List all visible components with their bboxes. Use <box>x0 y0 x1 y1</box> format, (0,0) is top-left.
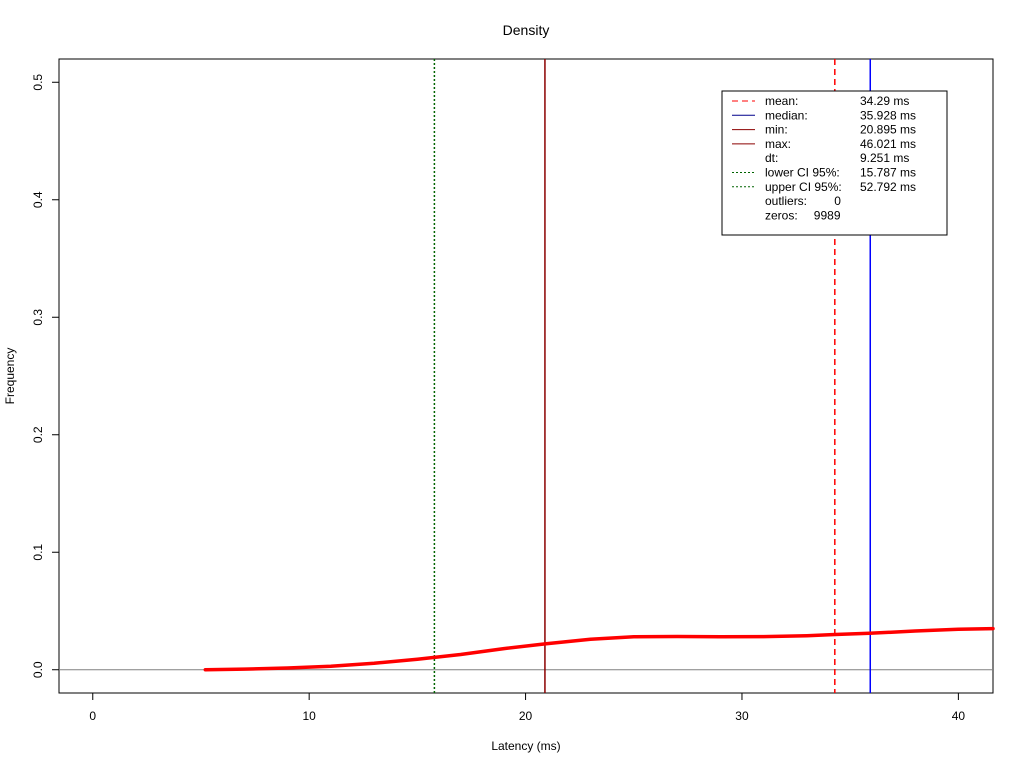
x-tick-label: 30 <box>735 709 749 723</box>
legend-value: 52.792 ms <box>860 180 916 194</box>
y-tick-label: 0.5 <box>31 74 45 91</box>
legend-box <box>721 90 948 236</box>
y-axis: 0.0 0.1 0.2 0.3 0.4 0.5 <box>31 74 59 678</box>
legend-label: outliers: <box>765 194 807 208</box>
x-tick-label: 10 <box>302 709 316 723</box>
legend-label: upper CI 95%: <box>765 180 842 194</box>
x-tick-label: 20 <box>519 709 533 723</box>
legend-value: 46.021 ms <box>860 137 916 151</box>
legend: mean: 34.29 ms median: 35.928 ms min: 20.895 … <box>721 90 948 236</box>
legend-label: zeros: <box>765 208 798 222</box>
x-axis-label: Latency (ms) <box>491 739 560 753</box>
legend-label: lower CI 95%: <box>765 166 840 180</box>
density-curve <box>203 626 995 672</box>
y-tick-label: 0.3 <box>31 309 45 326</box>
y-tick-label: 0.1 <box>31 544 45 561</box>
y-tick-label: 0.0 <box>31 661 45 678</box>
legend-label: mean: <box>765 94 798 108</box>
legend-value: 9989 <box>814 208 841 222</box>
y-tick-label: 0.4 <box>31 191 45 208</box>
legend-label: max: <box>765 137 791 151</box>
legend-value: 20.895 ms <box>860 123 916 137</box>
legend-value: 34.29 ms <box>860 94 909 108</box>
legend-label: dt: <box>765 151 778 165</box>
legend-value: 9.251 ms <box>860 151 909 165</box>
legend-value: 15.787 ms <box>860 166 916 180</box>
y-axis-label: Frequency <box>3 348 17 405</box>
chart-title: Density <box>503 22 550 38</box>
legend-label: min: <box>765 123 788 137</box>
y-tick-label: 0.2 <box>31 426 45 443</box>
x-axis: 0 10 20 30 40 <box>89 693 965 723</box>
x-tick-label: 40 <box>952 709 966 723</box>
x-tick-label: 0 <box>89 709 96 723</box>
legend-value: 35.928 ms <box>860 108 916 122</box>
legend-value: 0 <box>834 194 841 208</box>
legend-label: median: <box>765 108 808 122</box>
